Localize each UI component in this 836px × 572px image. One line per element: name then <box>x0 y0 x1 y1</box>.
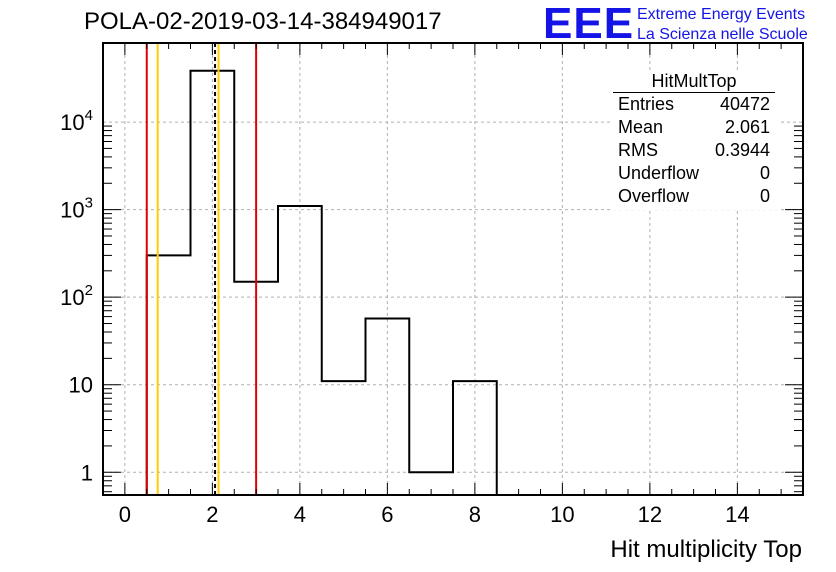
stats-row-entries: Entries 40472 <box>610 93 778 116</box>
stats-value: 0.3944 <box>714 140 770 160</box>
chart-title: POLA-02-2019-03-14-384949017 <box>84 8 442 35</box>
histogram-bin <box>147 255 191 495</box>
eee-logo-mark: EEE <box>543 0 635 48</box>
stats-label: Underflow <box>618 163 700 183</box>
stats-title: HitMultTop <box>613 70 775 93</box>
logo-line-2: La Scienza nelle Scuole <box>637 26 808 43</box>
x-tick-label: 10 <box>550 502 574 527</box>
x-tick-label: 8 <box>469 502 481 527</box>
stats-label: Entries <box>618 94 675 114</box>
logo-line-1: Extreme Energy Events <box>637 6 806 23</box>
x-tick-label: 12 <box>638 502 662 527</box>
x-axis-label: Hit multiplicity Top <box>610 536 802 563</box>
stats-row-mean: Mean 2.061 <box>610 116 778 139</box>
stats-value: 40472 <box>719 94 770 114</box>
y-tick-label: 103 <box>60 195 93 223</box>
stats-label: Overflow <box>618 186 690 206</box>
stats-row-underflow: Underflow 0 <box>610 162 778 185</box>
stats-label: RMS <box>618 140 658 160</box>
y-tick-label: 104 <box>60 107 93 135</box>
y-tick-label: 1 <box>81 460 93 485</box>
x-tick-label: 4 <box>294 502 306 527</box>
stats-label: Mean <box>618 117 664 137</box>
y-tick-label: 102 <box>60 282 93 310</box>
stats-row-rms: RMS 0.3944 <box>610 139 778 162</box>
y-tick-label: 10 <box>69 373 93 398</box>
x-tick-label: 6 <box>381 502 393 527</box>
stats-row-overflow: Overflow 0 <box>610 185 778 208</box>
histogram-bin <box>322 381 366 495</box>
stats-value: 0 <box>759 163 770 183</box>
stats-value: 2.061 <box>724 117 770 137</box>
histogram-outline <box>145 69 498 495</box>
x-tick-label: 0 <box>119 502 131 527</box>
stats-value: 0 <box>759 186 770 206</box>
x-tick-label: 2 <box>206 502 218 527</box>
x-tick-label: 14 <box>725 502 749 527</box>
stats-box: HitMultTop Entries 40472 Mean 2.061 RMS … <box>610 70 778 210</box>
